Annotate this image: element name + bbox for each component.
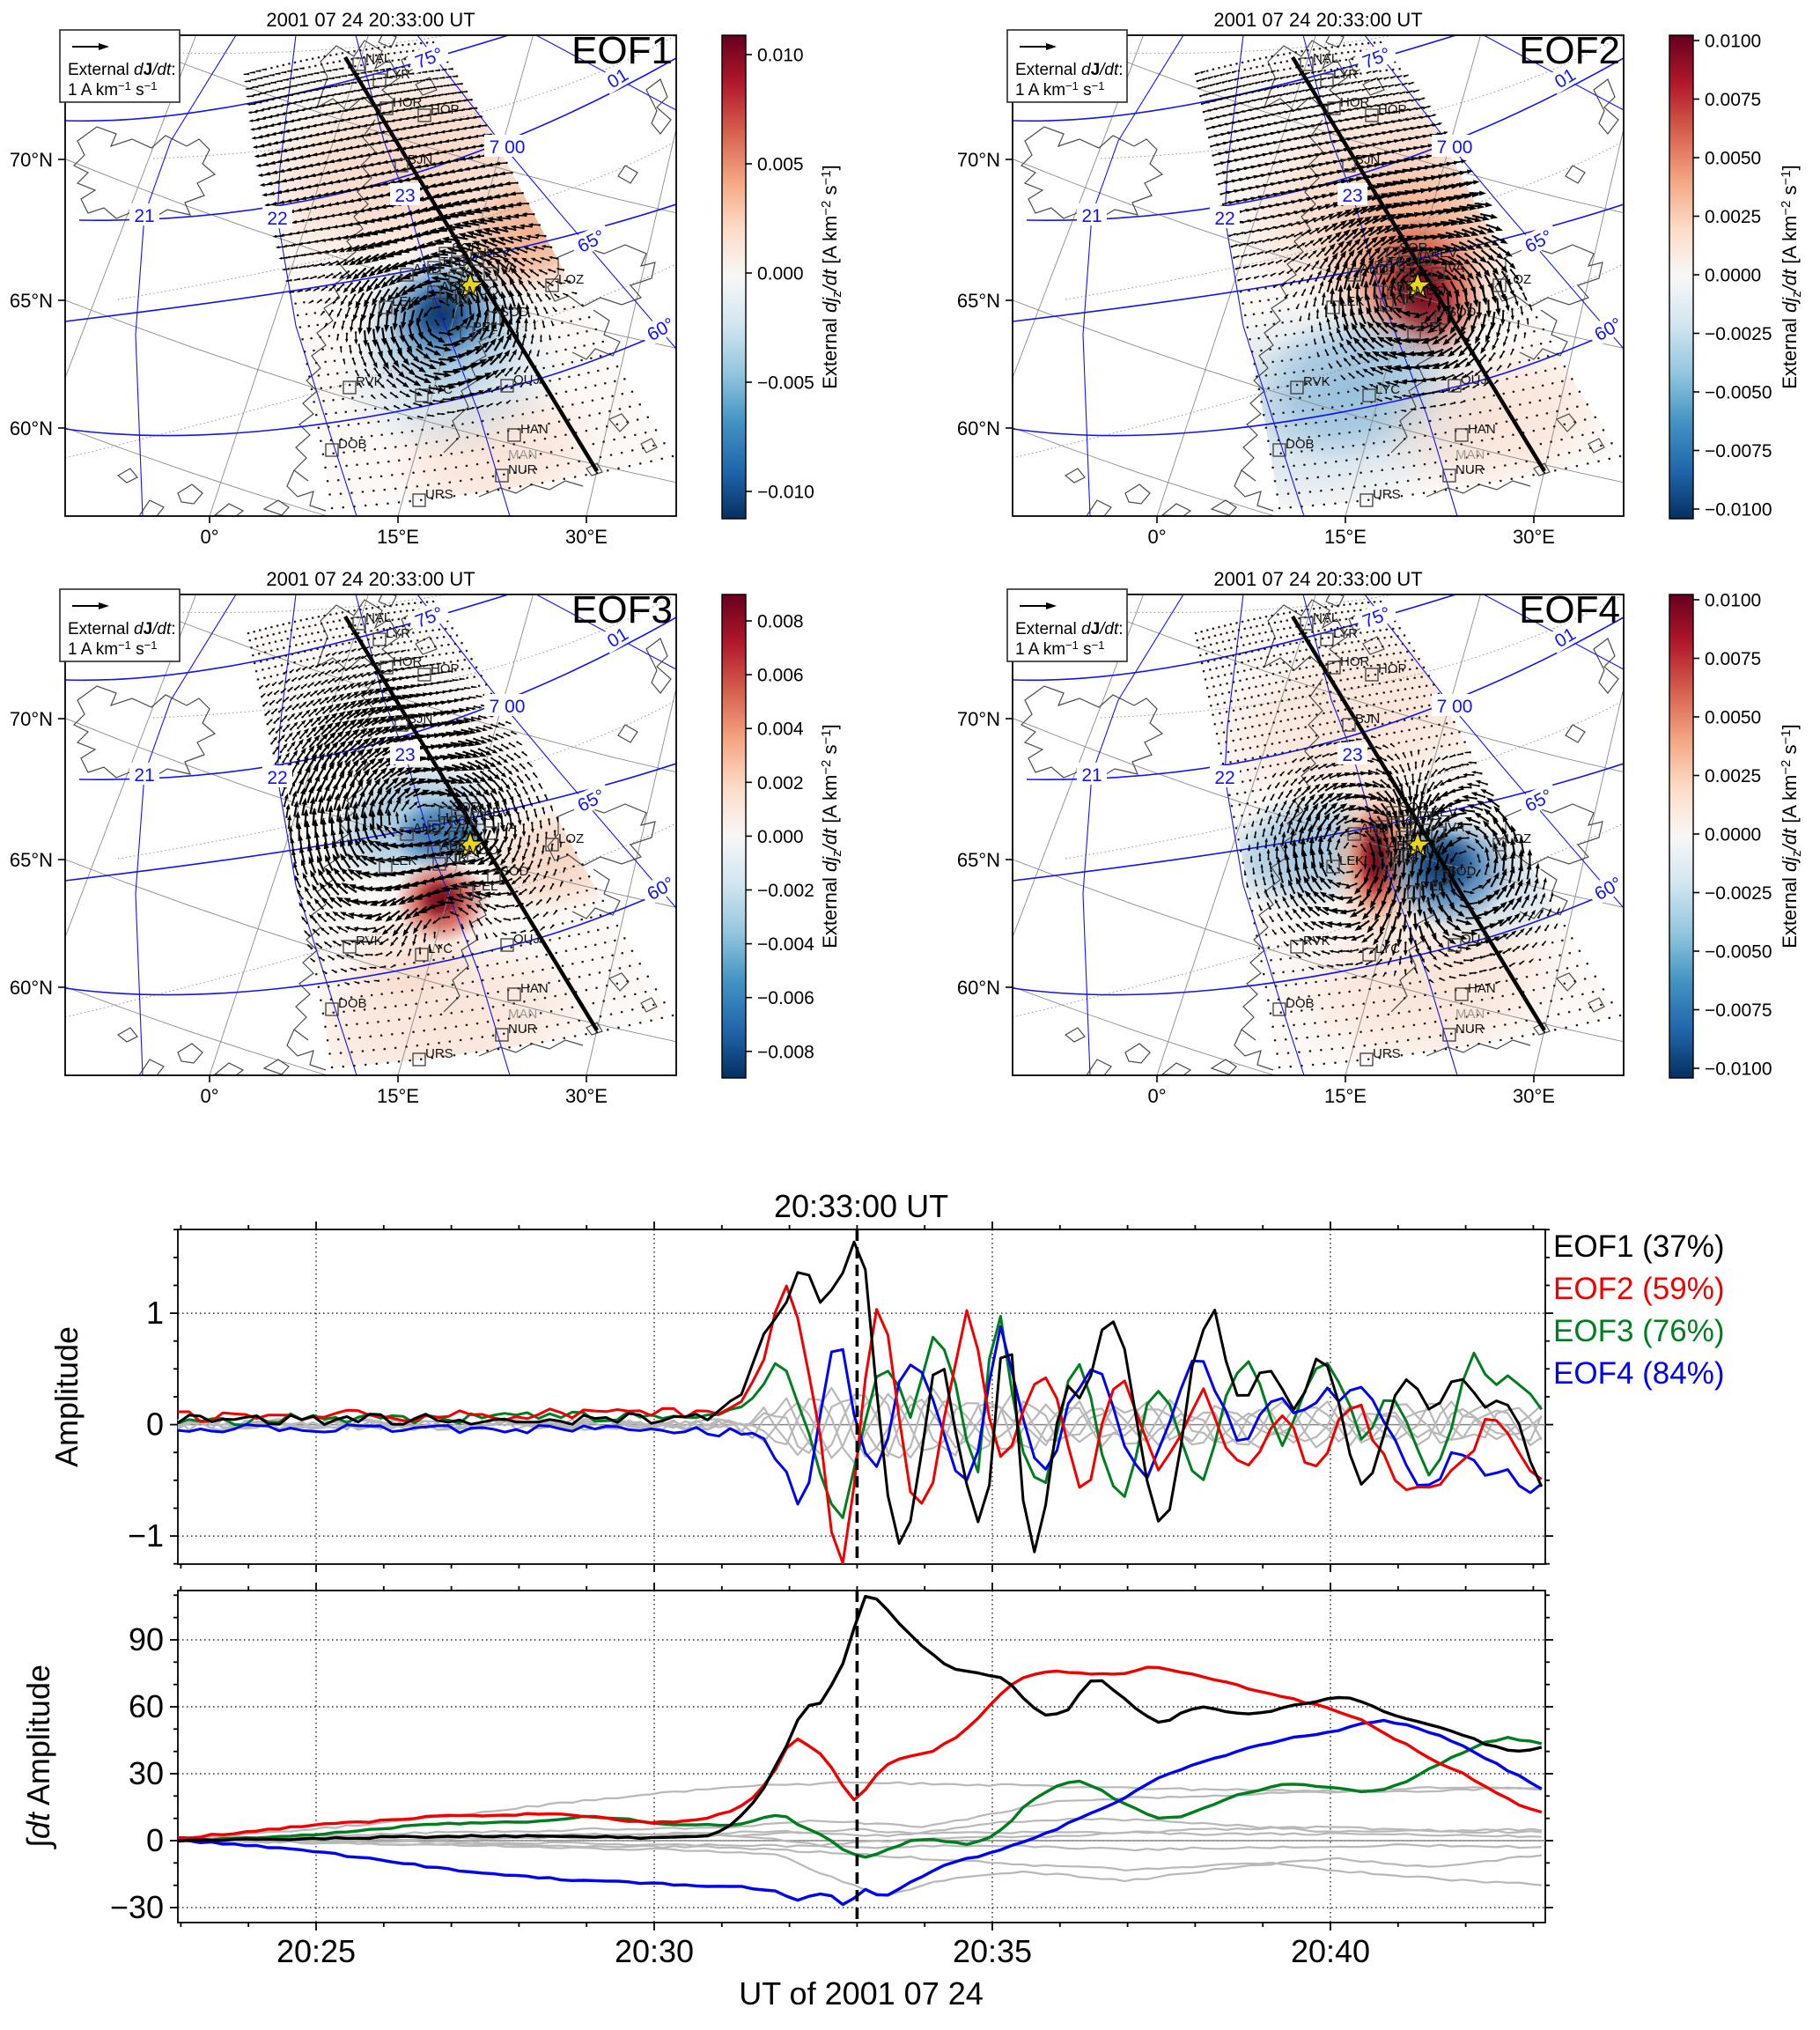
svg-text:−0.006: −0.006 — [757, 988, 814, 1008]
svg-text:EOF2: EOF2 — [1519, 29, 1620, 72]
svg-text:0: 0 — [146, 1406, 164, 1443]
svg-text:0.0000: 0.0000 — [1705, 825, 1761, 845]
svg-text:0.006: 0.006 — [757, 666, 804, 686]
svg-text:UT of 2001 07 24: UT of 2001 07 24 — [739, 1975, 984, 2012]
svg-text:0.0075: 0.0075 — [1705, 649, 1761, 669]
svg-text:20:30: 20:30 — [615, 1933, 694, 1969]
svg-text:EOF4: EOF4 — [1519, 588, 1620, 631]
svg-text:−0.0100: −0.0100 — [1705, 500, 1772, 520]
svg-text:External djz/dt [A km−2 s−1]: External djz/dt [A km−2 s−1] — [1779, 165, 1804, 389]
svg-text:EOF4 (84%): EOF4 (84%) — [1553, 1356, 1725, 1391]
svg-text:−0.0075: −0.0075 — [1705, 1000, 1772, 1021]
svg-text:0: 0 — [146, 1822, 164, 1858]
svg-text:1: 1 — [146, 1295, 164, 1331]
svg-text:External djz/dt [A km−2 s−1]: External djz/dt [A km−2 s−1] — [819, 724, 844, 949]
svg-text:0.010: 0.010 — [757, 46, 804, 66]
svg-text:EOF1: EOF1 — [571, 29, 673, 72]
svg-text:−0.0100: −0.0100 — [1705, 1059, 1772, 1080]
svg-text:−0.002: −0.002 — [757, 881, 814, 901]
svg-text:−0.004: −0.004 — [757, 934, 814, 955]
svg-text:External djz/dt [A km−2 s−1]: External djz/dt [A km−2 s−1] — [819, 165, 844, 389]
svg-text:0.005: 0.005 — [757, 155, 804, 175]
svg-text:−0.005: −0.005 — [757, 373, 814, 394]
svg-text:EOF1 (37%): EOF1 (37%) — [1553, 1229, 1725, 1264]
svg-text:−0.0050: −0.0050 — [1705, 942, 1772, 963]
svg-text:60: 60 — [129, 1688, 164, 1724]
svg-text:−0.0050: −0.0050 — [1705, 383, 1772, 403]
svg-text:−1: −1 — [128, 1517, 164, 1554]
svg-text:30: 30 — [129, 1755, 164, 1791]
svg-text:0.0025: 0.0025 — [1705, 766, 1761, 786]
svg-text:0.000: 0.000 — [757, 264, 804, 284]
svg-text:20:33:00 UT: 20:33:00 UT — [774, 1188, 948, 1224]
svg-text:0.0000: 0.0000 — [1705, 266, 1761, 286]
svg-text:20:25: 20:25 — [276, 1933, 356, 1969]
svg-text:0.0050: 0.0050 — [1705, 149, 1761, 169]
svg-text:0.0025: 0.0025 — [1705, 207, 1761, 227]
svg-text:−0.0025: −0.0025 — [1705, 883, 1772, 904]
svg-text:−30: −30 — [110, 1889, 164, 1925]
svg-text:External djz/dt [A km−2 s−1]: External djz/dt [A km−2 s−1] — [1779, 724, 1804, 949]
svg-text:0.000: 0.000 — [757, 827, 804, 847]
svg-text:0.0100: 0.0100 — [1705, 591, 1761, 611]
svg-text:−0.0075: −0.0075 — [1705, 441, 1772, 461]
svg-text:EOF2 (59%): EOF2 (59%) — [1553, 1272, 1725, 1306]
svg-text:0.008: 0.008 — [757, 612, 804, 632]
svg-text:EOF3 (76%): EOF3 (76%) — [1553, 1314, 1725, 1348]
svg-text:EOF3: EOF3 — [571, 588, 673, 631]
svg-text:∫dt Amplitude: ∫dt Amplitude — [20, 1665, 56, 1849]
svg-text:0.0075: 0.0075 — [1705, 90, 1761, 110]
svg-text:20:35: 20:35 — [953, 1933, 1032, 1969]
svg-text:0.0050: 0.0050 — [1705, 708, 1761, 728]
svg-text:0.002: 0.002 — [757, 773, 804, 794]
svg-text:20:40: 20:40 — [1291, 1933, 1370, 1969]
svg-text:0.0100: 0.0100 — [1705, 32, 1761, 52]
svg-text:−0.010: −0.010 — [757, 483, 814, 503]
svg-text:0.004: 0.004 — [757, 720, 804, 740]
svg-text:90: 90 — [129, 1621, 164, 1657]
svg-text:Amplitude: Amplitude — [48, 1326, 85, 1467]
svg-text:−0.008: −0.008 — [757, 1042, 814, 1062]
svg-text:−0.0025: −0.0025 — [1705, 324, 1772, 344]
